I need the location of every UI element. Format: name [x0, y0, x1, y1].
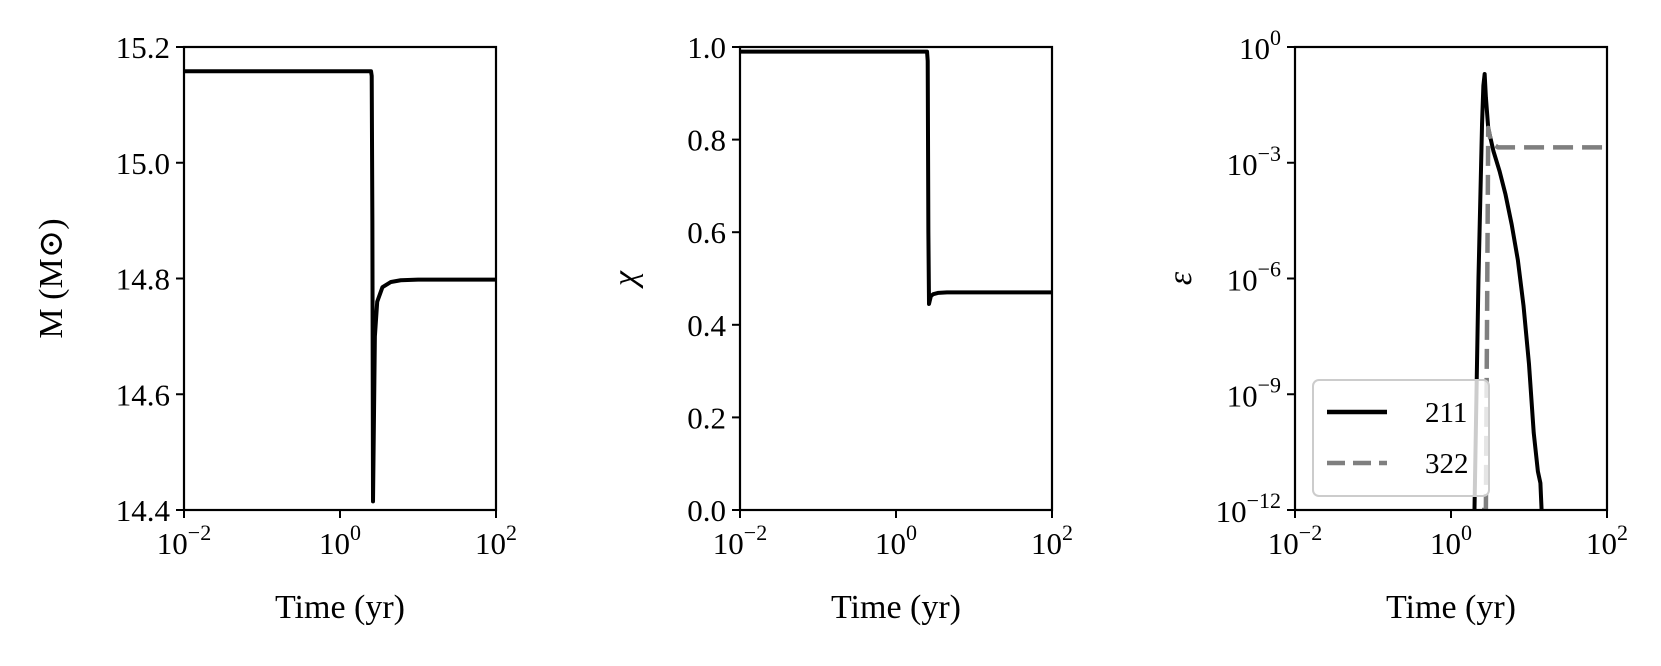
series-line-211	[1472, 71, 1544, 510]
y-tick-label: 0.6	[687, 215, 726, 250]
series-line-1	[184, 69, 496, 504]
y-tick-label: 10−12	[1216, 488, 1281, 529]
x-tick-label: 10−2	[157, 520, 211, 561]
x-tick-label: 10−2	[1268, 520, 1322, 561]
x-axis-label: Time (yr)	[1386, 589, 1516, 626]
panel-2: 10−2 100 102 0.0 0.2 0.4 0.6 0.8 1.0 Time (yr) χ	[607, 30, 1073, 626]
y-tick-label: 14.6	[116, 377, 170, 412]
legend-label: 322	[1425, 448, 1469, 480]
y-tick-label: 14.4	[116, 493, 171, 528]
panel-1: 10−2 100 102 14.4 14.6 14.8 15.0 15.2 Time (yr) M…	[33, 30, 517, 626]
series-line-1	[740, 49, 1052, 306]
y-tick-label: 0.8	[687, 123, 726, 158]
y-tick-label: 1.0	[687, 30, 726, 65]
y-axis-label: ε	[1162, 271, 1199, 285]
x-tick-label: 100	[319, 520, 361, 561]
x-tick-label: 100	[1430, 520, 1472, 561]
y-tick-label: 0.0	[687, 493, 726, 528]
y-tick-label: 15.0	[116, 146, 170, 181]
legend-box	[1312, 379, 1490, 497]
y-tick-label: 0.2	[687, 400, 726, 435]
series-line-322	[1481, 125, 1607, 510]
y-tick-label: 0.4	[687, 308, 726, 343]
y-tick-label: 15.2	[116, 30, 170, 65]
x-tick-label: 102	[1586, 520, 1628, 561]
y-tick-label: 100	[1239, 25, 1281, 66]
panel-3: 10−2 100 102 10−12 10−9 10−6 10−3 100 Time (yr) ε…	[1162, 25, 1628, 626]
x-axis-label: Time (yr)	[275, 589, 405, 626]
x-tick-label: 10−2	[713, 520, 767, 561]
y-tick-label: 14.8	[116, 262, 170, 297]
y-tick-label: 10−6	[1227, 257, 1281, 298]
legend-label: 211	[1425, 397, 1467, 429]
y-axis-label: M (M⊙)	[33, 218, 70, 338]
x-tick-label: 102	[1031, 520, 1073, 561]
y-tick-label: 10−3	[1227, 141, 1281, 182]
x-tick-label: 102	[475, 520, 517, 561]
legend: 211 322	[1312, 379, 1490, 497]
y-tick-label: 10−9	[1227, 372, 1281, 413]
y-axis-label: χ	[607, 270, 644, 289]
x-axis-label: Time (yr)	[831, 589, 961, 626]
x-tick-label: 100	[875, 520, 917, 561]
axes-frame	[738, 45, 1054, 512]
